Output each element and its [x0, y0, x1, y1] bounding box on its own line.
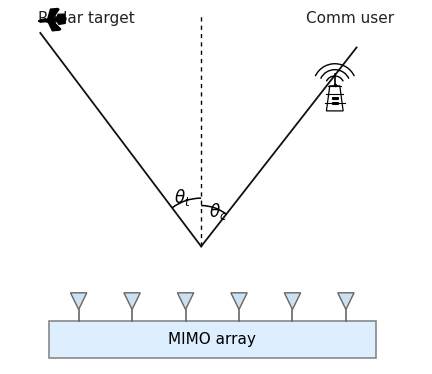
Polygon shape	[124, 293, 140, 310]
Polygon shape	[56, 14, 64, 18]
Polygon shape	[48, 21, 61, 31]
FancyBboxPatch shape	[49, 321, 376, 358]
Polygon shape	[284, 293, 301, 310]
Polygon shape	[48, 9, 59, 19]
Polygon shape	[38, 19, 42, 22]
Polygon shape	[178, 293, 194, 310]
Text: Radar target: Radar target	[38, 11, 134, 26]
Polygon shape	[327, 86, 343, 111]
Polygon shape	[338, 293, 354, 310]
Text: $\theta_c$: $\theta_c$	[209, 201, 227, 222]
Polygon shape	[231, 293, 247, 310]
Polygon shape	[70, 293, 87, 310]
Text: MIMO array: MIMO array	[168, 332, 256, 347]
Text: Comm user: Comm user	[306, 11, 394, 26]
Polygon shape	[56, 20, 65, 24]
Polygon shape	[42, 18, 66, 22]
Text: $\theta_t$: $\theta_t$	[175, 187, 191, 208]
